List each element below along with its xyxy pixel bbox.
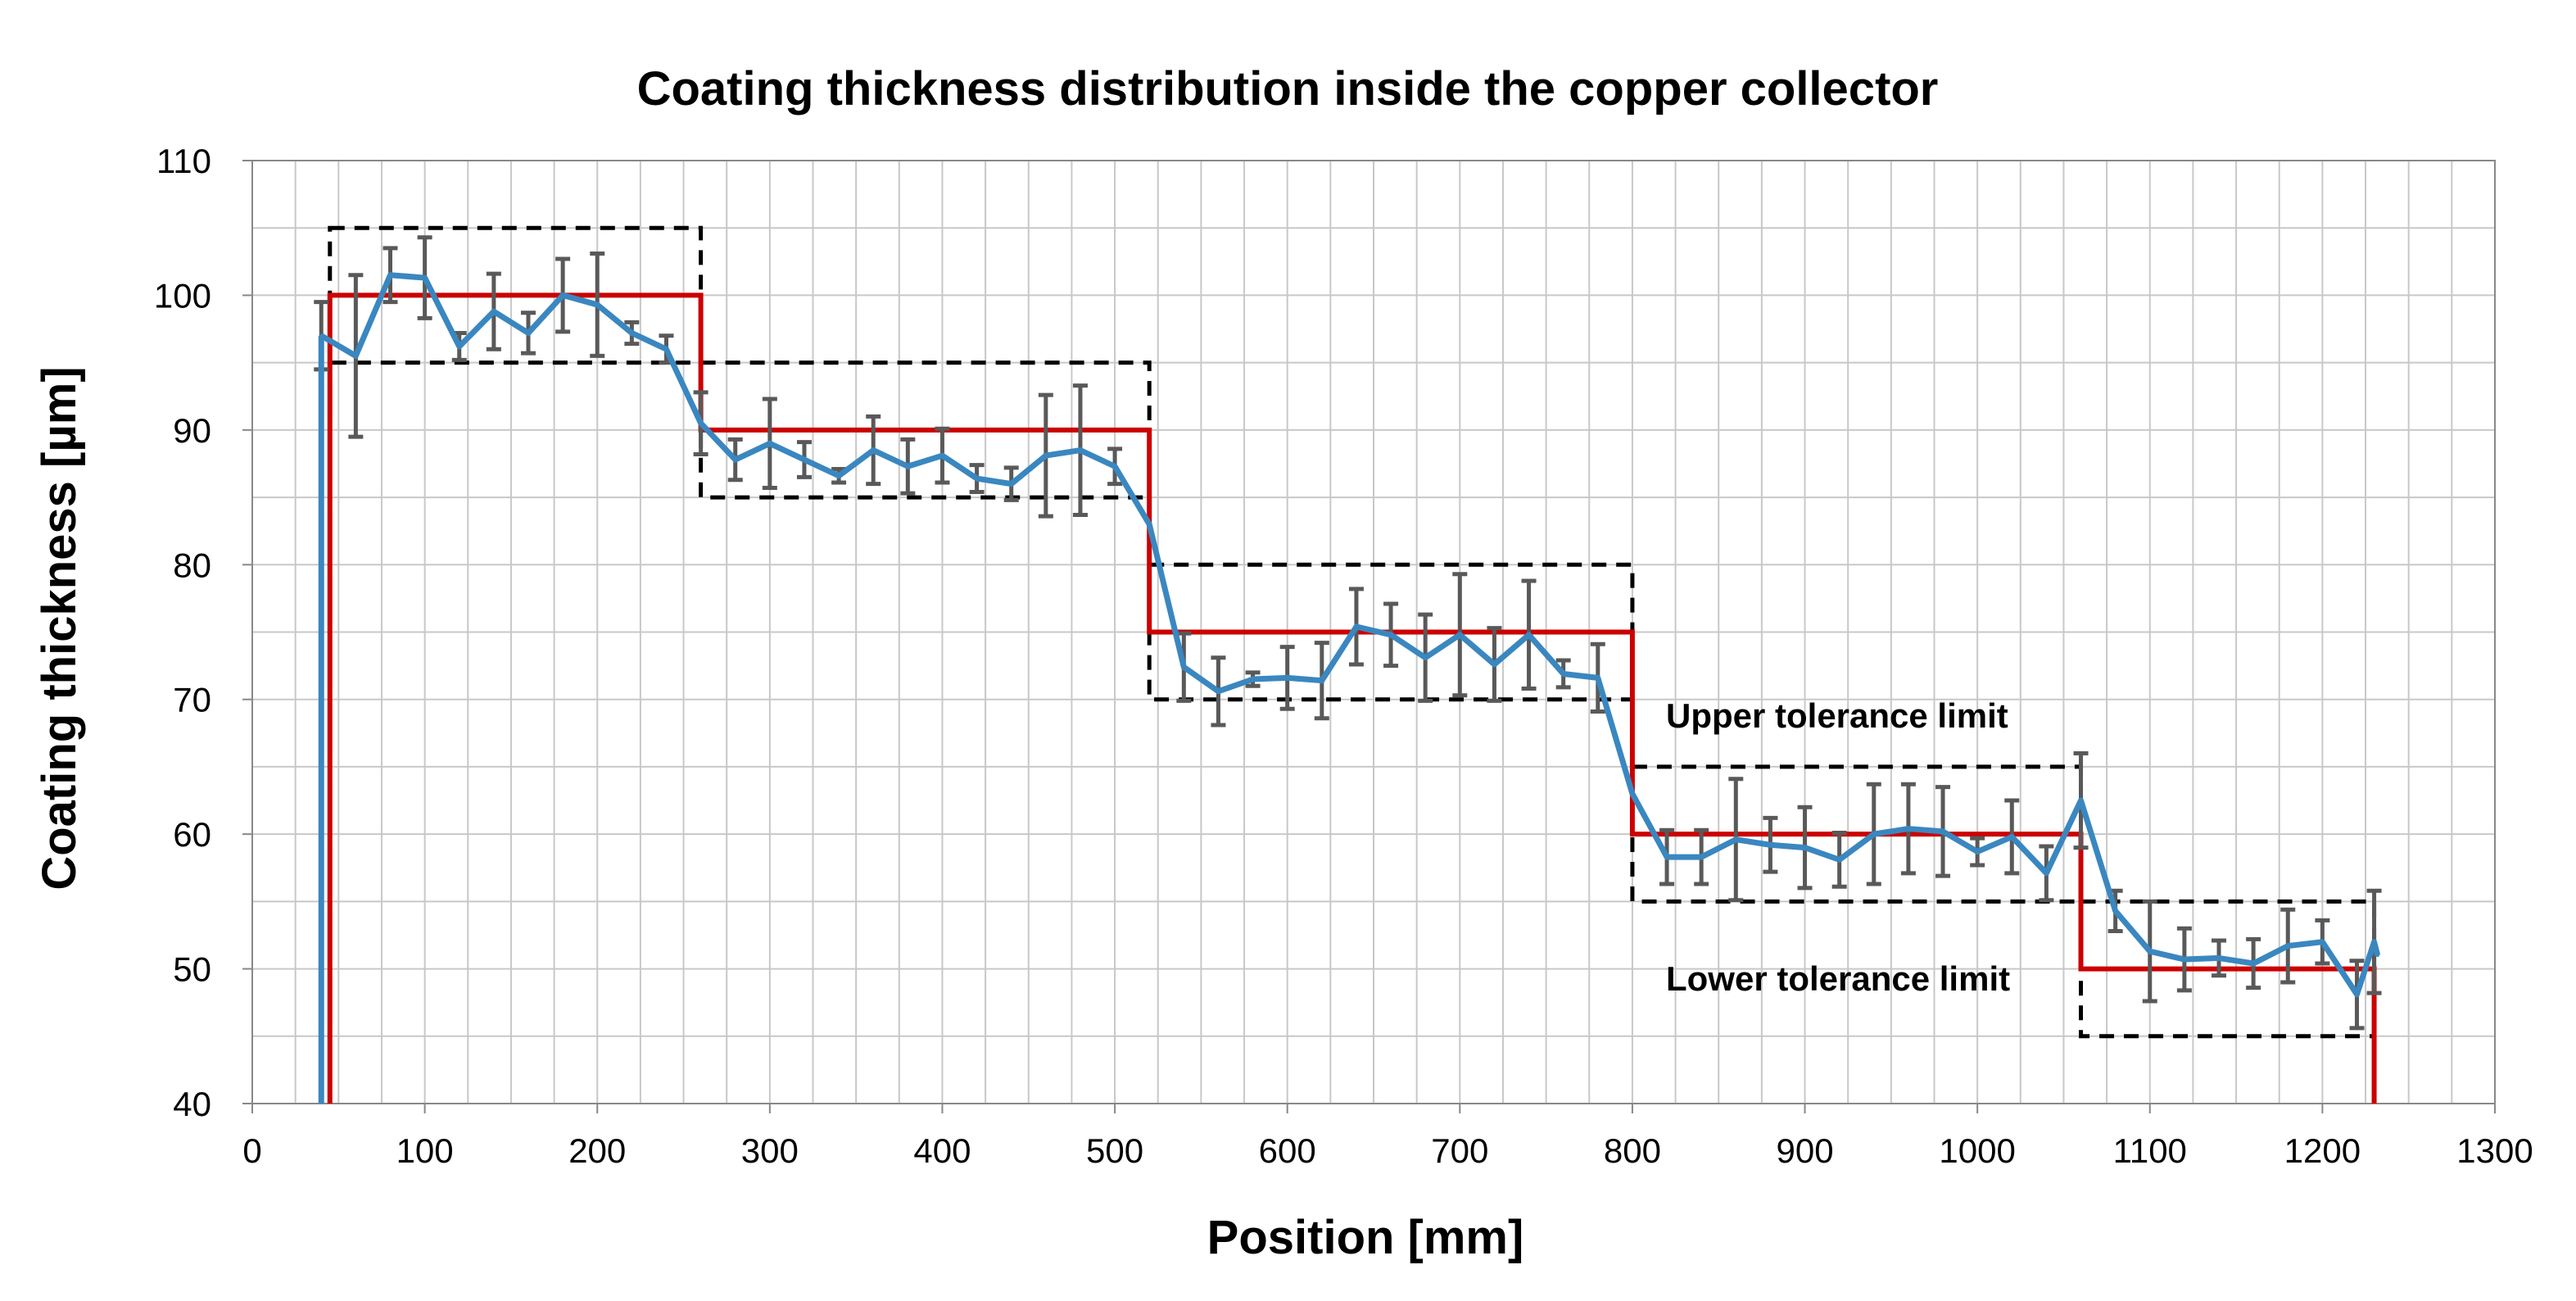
measured-point bbox=[1285, 676, 1289, 680]
measured-point bbox=[2113, 909, 2117, 913]
axes bbox=[242, 160, 2496, 1113]
measured-point bbox=[2372, 940, 2376, 944]
x-axis-title: Position [mm] bbox=[1207, 1211, 1524, 1264]
measured-point bbox=[491, 310, 496, 314]
measured-point bbox=[1320, 678, 1324, 682]
measured-series bbox=[318, 272, 2381, 1104]
x-tick-label: 600 bbox=[1259, 1131, 1316, 1170]
measured-point bbox=[767, 442, 772, 446]
y-tick-label: 40 bbox=[173, 1085, 211, 1123]
measured-point bbox=[1630, 791, 1634, 796]
measured-point bbox=[802, 458, 806, 462]
plot-border bbox=[251, 160, 2496, 1104]
y-tick-label: 60 bbox=[173, 815, 211, 854]
measured-point bbox=[940, 454, 944, 458]
y-tick-label: 90 bbox=[173, 411, 211, 450]
x-tick-label: 1100 bbox=[2113, 1131, 2187, 1170]
chart-title: Coating thickness distribution inside th… bbox=[637, 62, 1939, 116]
measured-point bbox=[1596, 676, 1600, 680]
measured-point bbox=[319, 333, 324, 338]
tick-labels: 0 100 200 300 400 500 600 700 800 900 1000 1100 1200… bbox=[154, 142, 2533, 1170]
measured-point bbox=[2375, 954, 2379, 958]
measured-point bbox=[1078, 448, 1082, 452]
measured-point bbox=[1251, 678, 1255, 682]
x-tick-label: 0 bbox=[242, 1131, 261, 1170]
x-tick-label: 1300 bbox=[2456, 1131, 2533, 1170]
measured-point bbox=[457, 344, 461, 348]
measured-point bbox=[2217, 956, 2221, 960]
measured-point bbox=[1044, 454, 1048, 458]
measured-point bbox=[2320, 940, 2325, 944]
x-tick-label: 300 bbox=[741, 1131, 799, 1170]
x-tick-label: 500 bbox=[1086, 1131, 1143, 1170]
measured-point bbox=[664, 347, 668, 351]
measured-point bbox=[1182, 665, 1186, 669]
measured-point bbox=[1837, 858, 1841, 862]
measured-point bbox=[2079, 799, 2083, 803]
measured-point bbox=[1734, 837, 1738, 841]
measured-point bbox=[423, 276, 427, 280]
x-tick-label: 700 bbox=[1431, 1131, 1488, 1170]
x-tick-label: 800 bbox=[1604, 1131, 1661, 1170]
measured-point bbox=[733, 458, 737, 462]
measured-point bbox=[388, 273, 392, 277]
measured-point bbox=[699, 421, 703, 425]
y-tick-label: 50 bbox=[173, 950, 211, 989]
measured-point bbox=[1803, 845, 1807, 850]
x-tick-label: 900 bbox=[1776, 1131, 1833, 1170]
measured-point bbox=[1354, 624, 1358, 628]
measured-point bbox=[2182, 958, 2186, 962]
measured-point bbox=[1492, 662, 1496, 666]
y-axis-title: Coating thickness [µm] bbox=[33, 366, 86, 890]
x-tick-label: 200 bbox=[568, 1131, 626, 1170]
measured-point bbox=[1976, 850, 1980, 854]
x-tick-label: 1200 bbox=[2284, 1131, 2361, 1170]
x-tick-label: 1000 bbox=[1939, 1131, 2015, 1170]
y-tick-label: 80 bbox=[173, 546, 211, 584]
x-tick-label: 100 bbox=[396, 1131, 454, 1170]
measured-point bbox=[975, 477, 979, 481]
measured-point bbox=[1009, 482, 1013, 486]
measured-point bbox=[1389, 632, 1393, 637]
measured-point bbox=[354, 354, 358, 358]
measured-point bbox=[526, 331, 530, 335]
y-tick-label: 110 bbox=[156, 142, 211, 180]
measured-point bbox=[1216, 689, 1220, 693]
y-tick-label: 100 bbox=[154, 276, 211, 315]
measured-point bbox=[2044, 871, 2049, 875]
tolerance-box bbox=[699, 360, 1152, 500]
measured-point bbox=[2355, 992, 2359, 996]
measured-point bbox=[1424, 655, 1428, 660]
measured-point bbox=[2010, 835, 2014, 839]
measured-point bbox=[595, 302, 600, 306]
measured-point bbox=[1700, 855, 1704, 859]
measured-point bbox=[1941, 829, 1945, 833]
measured-point bbox=[2148, 950, 2152, 954]
measured-point bbox=[1872, 832, 1876, 836]
y-tick-label: 70 bbox=[173, 681, 211, 719]
measured-point bbox=[1113, 465, 1117, 469]
measured-point bbox=[1458, 632, 1462, 637]
measured-point bbox=[561, 293, 565, 297]
measured-point bbox=[2252, 961, 2256, 965]
measured-point bbox=[1768, 843, 1772, 847]
measured-point bbox=[871, 448, 876, 452]
lower-tolerance-label: Lower tolerance limit bbox=[1666, 959, 2010, 998]
measured-point bbox=[837, 474, 841, 478]
measured-point bbox=[1665, 855, 1669, 859]
measured-point bbox=[630, 331, 634, 335]
measured-point bbox=[1527, 632, 1531, 637]
x-tick-label: 400 bbox=[913, 1131, 971, 1170]
upper-tolerance-label: Upper tolerance limit bbox=[1666, 696, 2008, 735]
measured-point bbox=[906, 465, 910, 469]
measured-point bbox=[1906, 827, 1910, 831]
measured-point bbox=[2286, 944, 2290, 948]
measured-point bbox=[1148, 522, 1152, 526]
measured-line bbox=[319, 272, 2381, 998]
tolerance-box bbox=[1630, 764, 2084, 904]
measured-point bbox=[1561, 672, 1565, 676]
